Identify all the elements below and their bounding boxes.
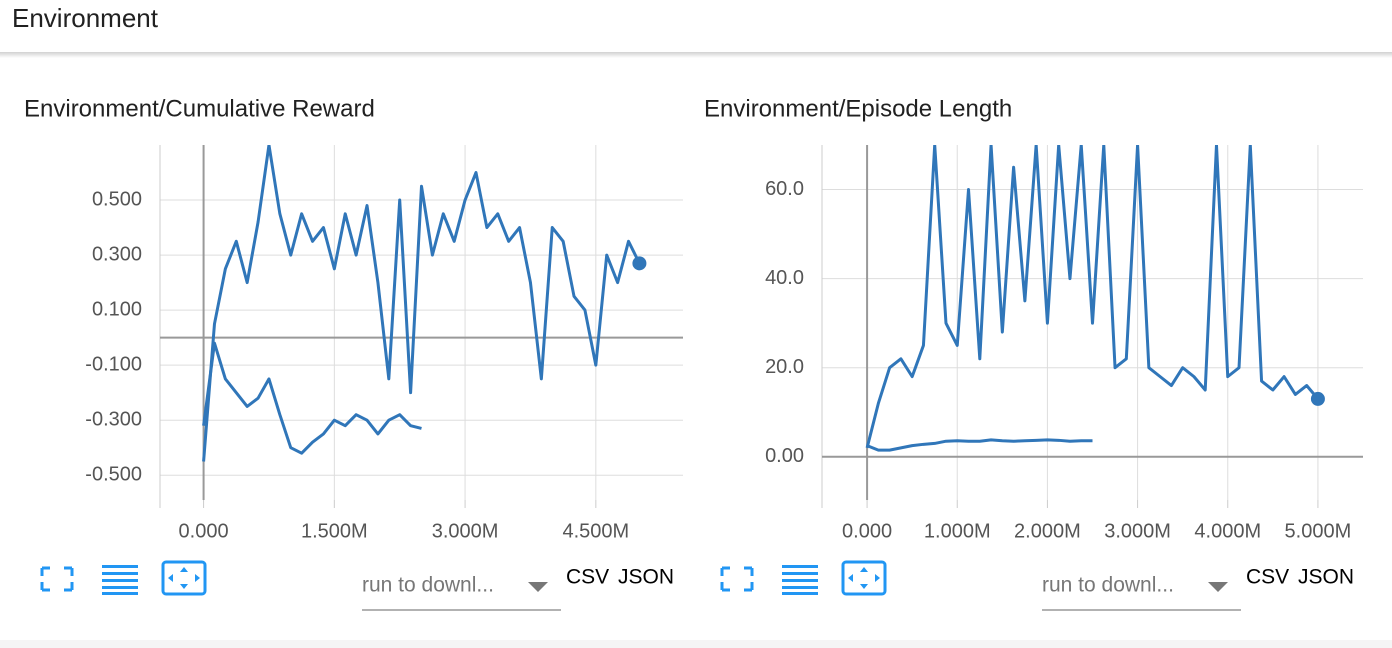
json-link[interactable]: JSON — [618, 566, 674, 589]
x-tick-label: 0.000 — [842, 520, 892, 542]
x-tick-label: 4.500M — [562, 520, 629, 542]
csv-link[interactable]: CSV — [1246, 566, 1289, 589]
icon-stroke — [782, 592, 818, 595]
icon-stroke — [782, 579, 818, 582]
header-title: Environment — [12, 3, 159, 33]
y-tick-label: 0.500 — [92, 188, 142, 210]
x-tick-label: 1.500M — [301, 520, 368, 542]
plot-area — [202, 145, 641, 462]
icon-stroke — [168, 567, 200, 589]
y-tick-label: -0.300 — [85, 408, 142, 430]
icon-stroke — [102, 565, 138, 568]
icon-stroke — [782, 586, 818, 589]
icon-stroke — [161, 560, 207, 596]
header-shadow — [0, 52, 1392, 58]
icon-stroke — [848, 567, 880, 589]
csv-link[interactable]: CSV — [566, 566, 609, 589]
y-tick-label: -0.100 — [85, 353, 142, 375]
x-tick-label: 3.000M — [432, 520, 499, 542]
series-line — [866, 438, 1093, 452]
last-point — [632, 256, 647, 271]
plot-area — [865, 145, 1320, 452]
dropdown-arrow — [1208, 582, 1228, 592]
icon-stroke — [102, 586, 138, 589]
json-link[interactable]: JSON — [1298, 566, 1354, 589]
y-tick-label: 0.300 — [92, 243, 142, 265]
toggle-y-log-button[interactable] — [782, 565, 818, 595]
y-tick-label: 20.0 — [765, 356, 804, 378]
y-tick-label: -0.500 — [85, 464, 142, 486]
run-dropdown[interactable]: run to downl... — [1042, 574, 1241, 611]
fullscreen-button[interactable] — [720, 566, 754, 592]
series-line — [202, 145, 641, 462]
fit-domain-button[interactable] — [161, 560, 207, 596]
dropdown-text: run to downl... — [1042, 574, 1174, 597]
toggle-y-log-button[interactable] — [102, 565, 138, 595]
x-tick-label: 5.000M — [1285, 520, 1352, 542]
dropdown-text: run to downl... — [362, 574, 494, 597]
fit-domain-button[interactable] — [841, 560, 887, 596]
icon-stroke — [102, 572, 138, 575]
icon-stroke — [102, 579, 138, 582]
x-tick-label: 3.000M — [1104, 520, 1171, 542]
x-tick-label: 2.000M — [1014, 520, 1081, 542]
card-title: Environment/Episode Length — [704, 95, 1012, 122]
footer-strip — [0, 640, 1392, 648]
run-dropdown[interactable]: run to downl... — [362, 574, 561, 611]
header-bar — [0, 0, 1392, 52]
icon-stroke — [782, 572, 818, 575]
series-line — [202, 341, 422, 455]
last-point — [1310, 391, 1325, 406]
dropdown-arrow — [528, 582, 548, 592]
y-tick-label: 40.0 — [765, 267, 804, 289]
card-title: Environment/Cumulative Reward — [24, 95, 375, 122]
icon-stroke — [102, 592, 138, 595]
icon-stroke — [782, 565, 818, 568]
icon-stroke — [841, 560, 887, 596]
fullscreen-button[interactable] — [40, 566, 74, 592]
y-tick-label: 60.0 — [765, 178, 804, 200]
x-tick-label: 0.000 — [179, 520, 229, 542]
x-tick-label: 4.000M — [1194, 520, 1261, 542]
x-tick-label: 1.000M — [924, 520, 991, 542]
series-line — [865, 145, 1320, 449]
y-tick-label: 0.100 — [92, 298, 142, 320]
y-tick-label: 0.00 — [765, 445, 804, 467]
